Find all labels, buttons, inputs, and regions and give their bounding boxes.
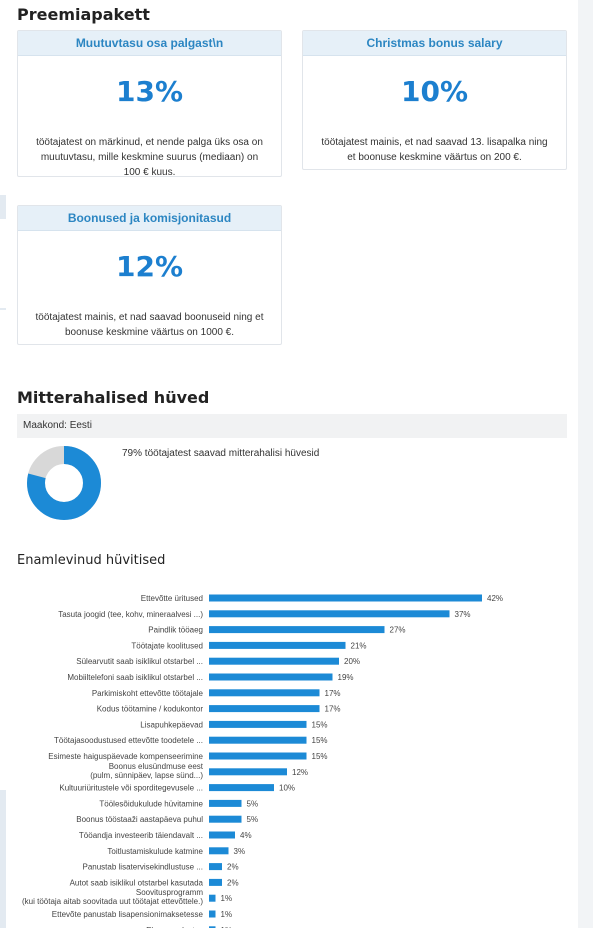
bar <box>209 831 235 839</box>
premium-card: Christmas bonus salary 10% töötajatest m… <box>302 30 567 170</box>
left-edge-marker <box>0 790 6 928</box>
bar-value-label: 3% <box>234 847 246 856</box>
scrollbar[interactable] <box>578 0 593 928</box>
bar-label: Boonus tööstaaži aastapäeva puhul <box>76 815 203 824</box>
bar-value-label: 1% <box>221 894 233 903</box>
benefits-share-text: 79% töötajatest saavad mitterahalisi hüv… <box>122 448 320 459</box>
bar <box>209 736 307 744</box>
bar-label: Paindlik tööaeg <box>148 626 203 635</box>
card-title: Boonused ja komisjonitasud <box>18 206 281 231</box>
common-benefits-bar-chart: Ettevõtte üritused 42% Tasuta joogid (tee,… <box>22 594 503 928</box>
bar-label: Soovitusprogramm (kui töötaja aitab soovi… <box>22 888 203 906</box>
bar-value-label: 15% <box>312 720 328 729</box>
bar <box>209 847 229 855</box>
card-description: töötajatest on märkinud, et nende palga … <box>36 137 263 178</box>
bar <box>209 878 222 886</box>
bar-value-label: 2% <box>227 863 239 872</box>
bar-value-label: 12% <box>292 768 308 777</box>
bar-value-label: 5% <box>247 799 259 808</box>
bar <box>209 752 307 760</box>
bar-label: Boonus elusündmuse eest (pulm, sünnipäev,… <box>90 762 204 780</box>
benefits-donut-chart <box>27 446 101 520</box>
bar-value-label: 5% <box>247 815 259 824</box>
bar-value-label: 10% <box>279 784 295 793</box>
donut-share <box>27 446 101 520</box>
bar <box>209 768 287 776</box>
bar-label: Ettevõtte üritused <box>141 594 203 603</box>
bar-label: Parkimiskoht ettevõtte töötajale <box>92 689 204 698</box>
bar <box>209 799 242 807</box>
bar-label: Sülearvutit saab isiklikul otstarbel ... <box>76 657 203 666</box>
bar-label: Autot saab isiklikul otstarbel kasutada <box>70 878 204 887</box>
card-percent: 10% <box>400 75 469 108</box>
bar-value-label: 17% <box>325 689 341 698</box>
bar-label: Töötajasoodustused ettevõtte toodetele .… <box>54 736 203 745</box>
bar-label: Esimeste haiguspäevade kompenseerimine <box>48 752 203 761</box>
card-description: töötajatest mainis, et nad saavad boonus… <box>35 312 264 338</box>
bar-label: Mobiiltelefoni saab isiklikul otstarbel … <box>67 673 203 682</box>
bar <box>209 863 222 871</box>
bar <box>209 926 216 928</box>
left-edge-divider <box>0 308 6 310</box>
bar-value-label: 19% <box>338 673 354 682</box>
bar-label: Lisapuhkepäevad <box>140 720 203 729</box>
bar-label: Tööandja investeerib täiendavalt ... <box>79 831 203 840</box>
bar-label: Ettevõte panustab lisapensionimaksetesse <box>52 910 204 919</box>
benefits-section-title: Mitterahalised hüved <box>17 388 210 407</box>
bar <box>209 705 320 713</box>
region-filter[interactable]: Maakond: Eesti <box>17 414 567 438</box>
card-percent: 13% <box>115 75 184 108</box>
bar <box>209 689 320 697</box>
bar-value-label: 21% <box>351 641 367 650</box>
bar <box>209 626 385 634</box>
bar-label: Töölesõidukulude hüvitamine <box>99 799 203 808</box>
card-percent: 12% <box>115 250 184 283</box>
card-title: Christmas bonus salary <box>303 31 566 56</box>
bar-value-label: 1% <box>221 910 233 919</box>
bar <box>209 641 346 649</box>
bar-value-label: 1% <box>221 926 233 928</box>
bar-value-label: 4% <box>240 831 252 840</box>
page-content: Preemiapakett Muutuvtasu osa palgast\n 1… <box>0 0 578 928</box>
bar <box>209 784 274 792</box>
card-title: Muutuvtasu osa palgast\n <box>18 31 281 56</box>
bar-value-label: 27% <box>390 626 406 635</box>
bar <box>209 910 216 918</box>
bar-value-label: 2% <box>227 878 239 887</box>
bar-label: Kodus töötamine / kodukontor <box>97 705 204 714</box>
common-benefits-title: Enamlevinud hüvitised <box>17 553 166 568</box>
bar-value-label: 42% <box>487 594 503 603</box>
bar-label: Kultuuriüritustele või sporditegevusele … <box>59 784 203 793</box>
bar-value-label: 15% <box>312 752 328 761</box>
bar-value-label: 20% <box>344 657 360 666</box>
bar-value-label: 37% <box>455 610 471 619</box>
premium-card: Muutuvtasu osa palgast\n 13% töötajatest… <box>17 30 282 178</box>
bar-label: Ehversmalastus <box>146 926 203 928</box>
bar-label: Töötajate koolitused <box>131 641 203 650</box>
premium-section-title: Preemiapakett <box>17 5 150 24</box>
bar <box>209 657 339 665</box>
bar <box>209 673 333 681</box>
bar-value-label: 15% <box>312 736 328 745</box>
bar-value-label: 17% <box>325 705 341 714</box>
card-description: töötajatest mainis, et nad saavad 13. li… <box>321 137 548 163</box>
bar-label: Toitlustamiskulude katmine <box>107 847 203 856</box>
bar <box>209 894 216 902</box>
bar <box>209 594 482 602</box>
bar-label: Tasuta joogid (tee, kohv, mineraalvesi .… <box>58 610 203 619</box>
bar <box>209 610 450 618</box>
bar-label: Panustab lisatervisekindlustuse ... <box>82 863 203 872</box>
bar <box>209 720 307 728</box>
left-edge-marker <box>0 195 6 219</box>
premium-card: Boonused ja komisjonitasud 12% töötajate… <box>17 205 282 345</box>
bar <box>209 815 242 823</box>
